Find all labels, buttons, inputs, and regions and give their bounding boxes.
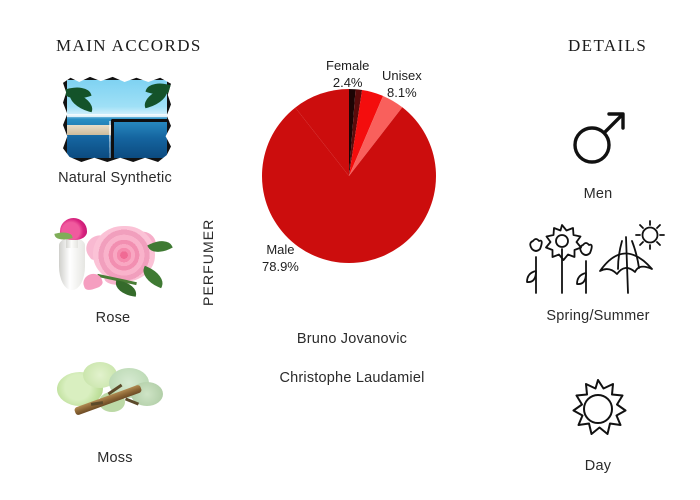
detail-label: Men — [583, 186, 613, 202]
detail-item-men[interactable]: Men — [503, 94, 693, 202]
pie-chart-svg — [261, 89, 436, 264]
pie-label-unisex-name: Unisex — [382, 68, 422, 83]
perfumer-name[interactable]: Bruno Jovanovic — [296, 331, 408, 347]
pie-label-female-name: Female — [326, 58, 370, 73]
pie-label-female: Female 2.4% — [326, 58, 369, 91]
accord-item-moss[interactable]: Moss — [20, 352, 210, 466]
tropical-beach-photo — [63, 76, 171, 162]
detail-label: Day — [584, 458, 612, 474]
pie-label-female-value: 2.4% — [332, 74, 363, 90]
pie-label-unisex-value: 8.1% — [387, 84, 417, 100]
pie-label-male-name: Male — [266, 242, 295, 257]
accord-image-natural-synthetic — [55, 72, 175, 162]
pie-slice-remainder-crimson — [295, 89, 349, 176]
gender-pie-chart — [261, 88, 437, 264]
accord-image-rose — [53, 212, 173, 302]
rose-leaf — [139, 265, 167, 289]
detail-label: Spring/Summer — [546, 308, 650, 324]
underwater-light-rays — [109, 120, 167, 158]
pie-slice-male-crimson — [261, 107, 436, 264]
accord-item-natural-synthetic[interactable]: Natural Synthetic — [20, 72, 210, 186]
perfumer-section-label: PERFUMER — [200, 218, 216, 306]
main-accords-heading: MAIN ACCORDS — [56, 36, 202, 55]
flowers-umbrella-sun-icon — [503, 216, 693, 304]
sun-icon — [503, 366, 693, 454]
pie-slice-unisex-red — [349, 89, 384, 176]
pie-slice-unisex-salmon — [349, 95, 403, 176]
pie-slice-group — [261, 89, 436, 264]
pie-slice-female-dark — [349, 89, 356, 176]
beach-sand — [67, 125, 113, 135]
mars-symbol-icon — [503, 94, 693, 182]
beach-horizon — [67, 114, 167, 117]
accord-image-moss — [55, 352, 175, 442]
palm-frond-icon — [139, 82, 171, 108]
accord-label: Natural Synthetic — [58, 170, 172, 186]
detail-item-day[interactable]: Day — [503, 366, 693, 474]
detail-item-season[interactable]: Spring/Summer — [503, 216, 693, 324]
pie-slice-female-maroon — [349, 89, 363, 176]
accord-label: Moss — [97, 450, 133, 466]
accord-item-rose[interactable]: Rose — [18, 212, 208, 326]
torn-edge-accent — [111, 119, 170, 158]
perfumer-name[interactable]: Christophe Laudamiel — [279, 370, 425, 386]
pie-label-male: Male 78.9% — [262, 242, 299, 275]
accord-label: Rose — [95, 310, 131, 326]
details-heading: DETAILS — [568, 36, 648, 55]
pie-label-male-value: 78.9% — [262, 258, 299, 274]
palm-frond-icon — [64, 86, 98, 112]
pie-label-unisex: Unisex 8.1% — [382, 68, 422, 101]
